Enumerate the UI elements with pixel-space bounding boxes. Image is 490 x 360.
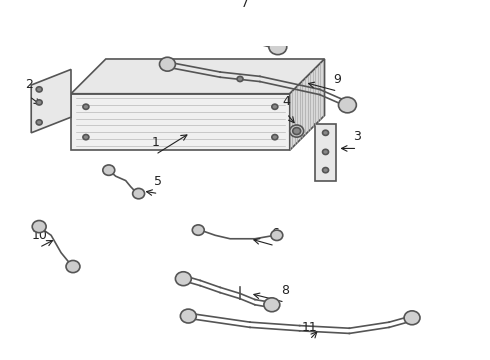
Polygon shape (71, 94, 290, 150)
Text: 4: 4 (283, 95, 291, 108)
Polygon shape (71, 59, 324, 94)
Text: 6: 6 (271, 228, 279, 240)
Text: 3: 3 (353, 130, 361, 143)
Circle shape (154, 23, 171, 36)
Circle shape (133, 188, 145, 199)
Circle shape (269, 39, 287, 55)
Circle shape (36, 87, 42, 92)
Circle shape (83, 104, 89, 109)
Text: 10: 10 (31, 229, 47, 242)
Polygon shape (290, 59, 324, 150)
Bar (315, 124, 337, 181)
Circle shape (339, 97, 356, 113)
Circle shape (271, 230, 283, 240)
Circle shape (264, 298, 280, 312)
Circle shape (66, 261, 80, 273)
Circle shape (272, 135, 278, 140)
Circle shape (175, 272, 191, 285)
Circle shape (322, 130, 328, 135)
Circle shape (290, 125, 304, 137)
Circle shape (180, 309, 196, 323)
Text: 5: 5 (154, 175, 163, 188)
Circle shape (83, 135, 89, 140)
Text: 9: 9 (334, 73, 342, 86)
Circle shape (404, 311, 420, 325)
Text: 11: 11 (302, 321, 318, 334)
Circle shape (192, 225, 204, 235)
Circle shape (293, 127, 301, 135)
Circle shape (36, 120, 42, 125)
Text: 7: 7 (241, 0, 249, 10)
Text: 8: 8 (281, 284, 289, 297)
Circle shape (272, 104, 278, 109)
Text: 2: 2 (25, 78, 33, 91)
Circle shape (36, 100, 42, 105)
Circle shape (322, 149, 328, 154)
Circle shape (159, 57, 175, 71)
Polygon shape (31, 69, 71, 133)
Text: 1: 1 (151, 136, 159, 149)
Circle shape (207, 23, 213, 28)
Circle shape (103, 165, 115, 175)
Circle shape (32, 221, 46, 233)
Circle shape (237, 76, 243, 82)
Circle shape (322, 167, 328, 173)
